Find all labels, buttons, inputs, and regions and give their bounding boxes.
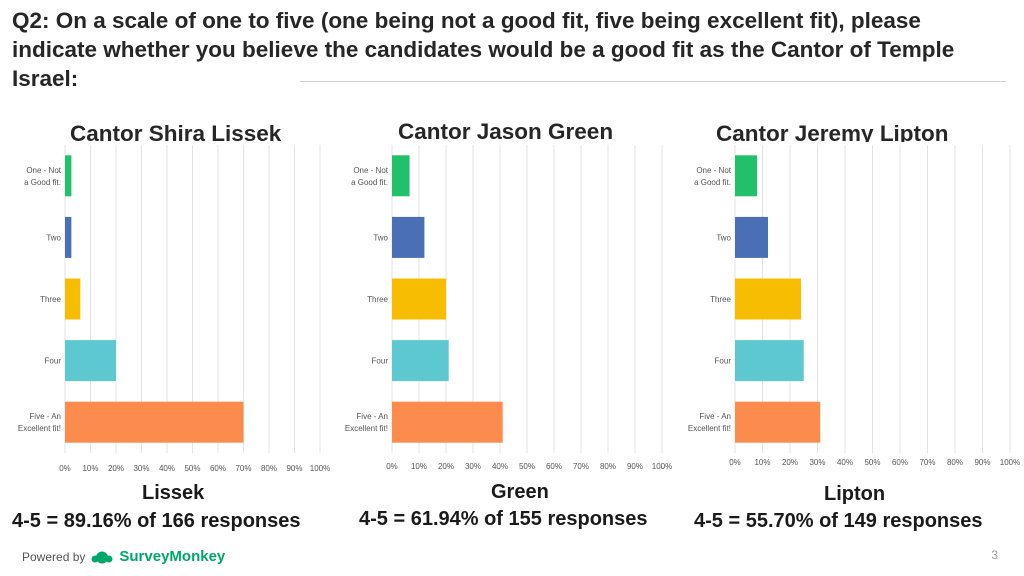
bar-two: [65, 216, 72, 258]
chart-lipton: 0% 10% 20% 30% 40% 50% 60% 70% 80% 90% 100% One - N…: [680, 143, 1020, 483]
bar-one: [65, 155, 72, 197]
x-tick-label: 90%: [286, 464, 302, 473]
category-label: Four: [715, 357, 732, 366]
candidate-name-lipton: Lipton: [824, 483, 886, 505]
x-tick-label: 0%: [386, 462, 398, 471]
candidate-name-green: Green: [491, 481, 549, 503]
x-tick-label: 20%: [782, 458, 798, 467]
x-tick-label: 10%: [754, 458, 770, 467]
category-label: Five - An Excellent fit!: [688, 412, 731, 433]
x-tick-label: 60%: [892, 458, 908, 467]
bar-five: [735, 401, 821, 443]
x-tick-label: 50%: [519, 462, 535, 471]
category-label: Five - An Excellent fit!: [18, 412, 61, 433]
category-label: Two: [46, 233, 61, 242]
candidate-name-lissek: Lissek: [142, 482, 205, 504]
category-label: Five - An Excellent fit!: [345, 412, 388, 433]
category-label: Three: [40, 295, 61, 304]
bar-one: [735, 155, 757, 197]
x-tick-label: 80%: [947, 458, 963, 467]
footer-powered-by: Powered by SurveyMonkey: [22, 548, 225, 565]
surveymonkey-logo-icon: [91, 551, 113, 563]
x-tick-label: 60%: [210, 464, 226, 473]
bar-four: [65, 340, 116, 382]
category-label: One - Not a Good fit.: [351, 166, 389, 187]
chart-lissek: 0% 10% 20% 30% 40% 50% 60% 70% 80% 90% 100% One - N…: [10, 143, 330, 483]
x-tick-label: 50%: [184, 464, 200, 473]
title-divider: [300, 81, 1006, 82]
x-tick-label: 100%: [1000, 458, 1020, 467]
category-label: Three: [367, 295, 388, 304]
x-tick-label: 50%: [864, 458, 880, 467]
bar-three: [65, 278, 81, 320]
bar-two: [392, 216, 425, 258]
bar-three: [392, 278, 446, 320]
brand-name: SurveyMonkey: [119, 548, 226, 565]
chart-lissek-svg: 0% 10% 20% 30% 40% 50% 60% 70% 80% 90% 100% One - N…: [18, 145, 330, 473]
category-label: One - Not a Good fit.: [694, 166, 732, 187]
x-tick-label: 40%: [159, 464, 175, 473]
x-tick-label: 0%: [59, 464, 71, 473]
chart-title-lipton: Cantor Jeremy Lipton: [716, 121, 949, 142]
x-tick-label: 10%: [82, 464, 98, 473]
chart-green: 0% 10% 20% 30% 40% 50% 60% 70% 80% 90% 100% One - N…: [337, 143, 672, 483]
category-label: Two: [716, 233, 731, 242]
candidate-stat-lipton: 4-5 = 55.70% of 149 responses: [694, 510, 983, 532]
slide-title: Q2: On a scale of one to five (one being…: [12, 8, 955, 91]
x-tick-label: 90%: [974, 458, 990, 467]
x-tick-label: 70%: [573, 462, 589, 471]
x-tick-label: 20%: [438, 462, 454, 471]
chart-title-lissek: Cantor Shira Lissek: [70, 121, 282, 142]
x-tick-label: 90%: [627, 462, 643, 471]
powered-by-label: Powered by: [22, 549, 86, 564]
candidate-stat-green: 4-5 = 61.94% of 155 responses: [359, 508, 648, 530]
x-tick-label: 70%: [235, 464, 251, 473]
chart-title-green: Cantor Jason Green: [398, 119, 614, 140]
x-tick-label: 30%: [133, 464, 149, 473]
bar-one: [392, 155, 410, 197]
x-tick-label: 40%: [837, 458, 853, 467]
candidate-stat-lissek: 4-5 = 89.16% of 166 responses: [12, 510, 301, 532]
x-tick-label: 80%: [261, 464, 277, 473]
x-tick-label: 80%: [600, 462, 616, 471]
bar-four: [735, 340, 804, 382]
x-tick-label: 0%: [729, 458, 741, 467]
chart-lipton-svg: 0% 10% 20% 30% 40% 50% 60% 70% 80% 90% 100% One - N…: [688, 145, 1020, 467]
x-tick-label: 30%: [465, 462, 481, 471]
x-tick-label: 70%: [919, 458, 935, 467]
x-tick-label: 100%: [310, 464, 330, 473]
category-label: Four: [45, 357, 62, 366]
bar-four: [392, 340, 449, 382]
category-label: Three: [710, 295, 731, 304]
bar-five: [65, 401, 244, 443]
x-tick-label: 40%: [492, 462, 508, 471]
x-tick-label: 20%: [108, 464, 124, 473]
category-label: Four: [372, 357, 389, 366]
page-number: 3: [991, 548, 998, 562]
x-tick-label: 60%: [546, 462, 562, 471]
category-label: Two: [373, 233, 388, 242]
bar-three: [735, 278, 801, 320]
bar-five: [392, 401, 503, 443]
chart-green-svg: 0% 10% 20% 30% 40% 50% 60% 70% 80% 90% 100% One - N…: [345, 145, 672, 471]
bar-two: [735, 216, 768, 258]
x-tick-label: 100%: [652, 462, 672, 471]
x-tick-label: 30%: [809, 458, 825, 467]
category-label: One - Not a Good fit.: [24, 166, 62, 187]
x-tick-label: 10%: [411, 462, 427, 471]
